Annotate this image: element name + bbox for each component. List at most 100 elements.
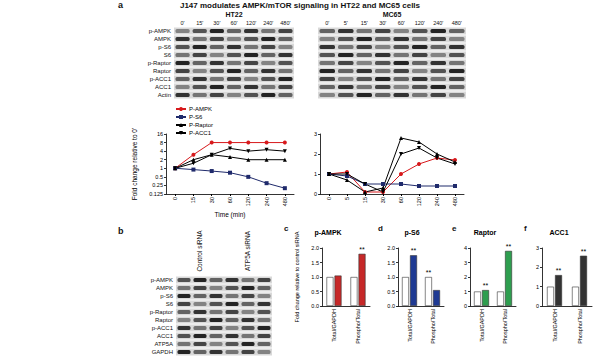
svg-text:**: ** xyxy=(556,267,562,274)
html-text:p-AMPK: p-AMPK xyxy=(148,28,171,34)
svg-text:0: 0 xyxy=(536,303,539,309)
svg-text:**: ** xyxy=(359,246,365,253)
svg-text:Time (min): Time (min) xyxy=(215,211,246,219)
svg-text:0.125: 0.125 xyxy=(149,191,163,197)
html-text:p-AMPK: p-AMPK xyxy=(150,277,173,283)
svg-text:Phospho/Total: Phospho/Total xyxy=(502,309,508,344)
svg-text:480: 480 xyxy=(282,197,288,206)
html-text:Actin: Actin xyxy=(157,92,171,98)
html-text:30': 30' xyxy=(379,20,387,26)
svg-text:2.0: 2.0 xyxy=(311,245,319,251)
html-text:ATP5A siRNA: ATP5A siRNA xyxy=(244,231,251,271)
svg-text:3: 3 xyxy=(536,245,539,251)
html-text:240': 240' xyxy=(263,20,274,26)
svg-text:Raptor: Raptor xyxy=(474,229,497,237)
svg-text:0: 0 xyxy=(314,191,317,197)
svg-text:Total/GAPDH: Total/GAPDH xyxy=(331,309,337,342)
html-text:p-S6: p-S6 xyxy=(158,44,171,50)
html-text:15': 15' xyxy=(196,20,204,26)
svg-text:4: 4 xyxy=(464,245,467,251)
svg-text:ACC1: ACC1 xyxy=(549,229,568,236)
html-text:S6: S6 xyxy=(163,52,171,58)
svg-text:0: 0 xyxy=(326,197,332,200)
svg-text:1: 1 xyxy=(464,289,467,295)
svg-text:1.0: 1.0 xyxy=(311,274,319,280)
svg-text:0.5: 0.5 xyxy=(155,174,163,180)
html-text:b: b xyxy=(118,226,124,236)
svg-text:P-AMPK: P-AMPK xyxy=(189,106,212,112)
html-text:60': 60' xyxy=(230,20,238,26)
svg-text:2: 2 xyxy=(536,264,539,270)
html-text:30': 30' xyxy=(213,20,221,26)
svg-text:p-AMPK: p-AMPK xyxy=(314,229,341,237)
svg-text:2: 2 xyxy=(314,151,317,157)
svg-text:1.5: 1.5 xyxy=(387,260,395,266)
html-text:240': 240' xyxy=(433,20,444,26)
svg-text:P-S6: P-S6 xyxy=(189,114,203,120)
svg-text:30: 30 xyxy=(380,197,386,203)
svg-text:30: 30 xyxy=(209,197,215,203)
svg-text:60: 60 xyxy=(227,197,233,203)
svg-text:3: 3 xyxy=(314,131,317,137)
svg-text:240: 240 xyxy=(434,197,440,206)
svg-text:8: 8 xyxy=(160,140,163,146)
svg-text:1: 1 xyxy=(536,284,539,290)
html-text:AMPK: AMPK xyxy=(154,36,171,42)
svg-text:0.25: 0.25 xyxy=(152,182,163,188)
svg-text:480: 480 xyxy=(452,197,458,206)
html-text:15': 15' xyxy=(360,20,368,26)
html-text:HT22: HT22 xyxy=(225,11,243,18)
svg-text:Total/GAPDH: Total/GAPDH xyxy=(479,309,485,342)
svg-text:Total/GAPDH: Total/GAPDH xyxy=(407,309,413,342)
svg-text:0: 0 xyxy=(464,303,467,309)
html-text:p-ACC1: p-ACC1 xyxy=(149,76,171,82)
svg-text:15: 15 xyxy=(190,197,196,203)
svg-text:5: 5 xyxy=(344,197,350,200)
svg-text:**: ** xyxy=(506,243,512,250)
svg-text:Phospho/Total: Phospho/Total xyxy=(430,309,436,344)
svg-text:120: 120 xyxy=(245,197,251,206)
svg-text:Phospho/Total: Phospho/Total xyxy=(577,309,583,344)
svg-text:**: ** xyxy=(581,248,587,255)
svg-text:1.5: 1.5 xyxy=(311,260,319,266)
svg-text:2: 2 xyxy=(160,157,163,163)
svg-text:120: 120 xyxy=(416,197,422,206)
svg-text:4: 4 xyxy=(160,148,163,154)
svg-text:**: ** xyxy=(411,247,417,254)
html-text:480': 480' xyxy=(280,20,291,26)
svg-text:240: 240 xyxy=(264,197,270,206)
svg-text:Fold change relative to contro: Fold change relative to control siRNA xyxy=(294,231,300,322)
html-text:Control siRNA: Control siRNA xyxy=(196,230,203,272)
svg-text:Total/GAPDH: Total/GAPDH xyxy=(552,309,558,342)
svg-text:0.0: 0.0 xyxy=(387,303,395,309)
svg-text:1: 1 xyxy=(160,165,163,171)
svg-text:P-ACC1: P-ACC1 xyxy=(189,130,212,136)
html-text:Raptor: Raptor xyxy=(153,68,171,74)
svg-text:3: 3 xyxy=(464,260,467,266)
html-text:120': 120' xyxy=(246,20,257,26)
svg-text:p-S6: p-S6 xyxy=(404,229,419,237)
svg-text:15: 15 xyxy=(362,197,368,203)
html-text:60': 60' xyxy=(397,20,405,26)
svg-text:2: 2 xyxy=(464,274,467,280)
html-text:ACC1: ACC1 xyxy=(155,84,171,90)
svg-text:0.5: 0.5 xyxy=(311,289,319,295)
svg-text:0: 0 xyxy=(172,197,178,200)
svg-text:16: 16 xyxy=(157,131,163,137)
svg-text:2.0: 2.0 xyxy=(387,245,395,251)
svg-text:0.0: 0.0 xyxy=(311,303,319,309)
html-text:120': 120' xyxy=(414,20,425,26)
svg-text:1.0: 1.0 xyxy=(387,274,395,280)
svg-text:**: ** xyxy=(483,282,489,289)
svg-text:Fold change relative to 0': Fold change relative to 0' xyxy=(131,128,139,200)
svg-text:Phospho/Total: Phospho/Total xyxy=(355,309,361,344)
html-text:J147 modulates AMPK/mTOR signa: J147 modulates AMPK/mTOR signaling in HT… xyxy=(180,1,420,10)
svg-text:0.5: 0.5 xyxy=(387,289,395,295)
html-text:MC65: MC65 xyxy=(382,11,402,18)
html-text:p-Raptor: p-Raptor xyxy=(147,60,171,66)
svg-text:1: 1 xyxy=(314,171,317,177)
html-text:480': 480' xyxy=(451,20,462,26)
svg-text:P-Raptor: P-Raptor xyxy=(189,122,213,128)
svg-text:**: ** xyxy=(426,269,432,276)
svg-text:60: 60 xyxy=(398,197,404,203)
